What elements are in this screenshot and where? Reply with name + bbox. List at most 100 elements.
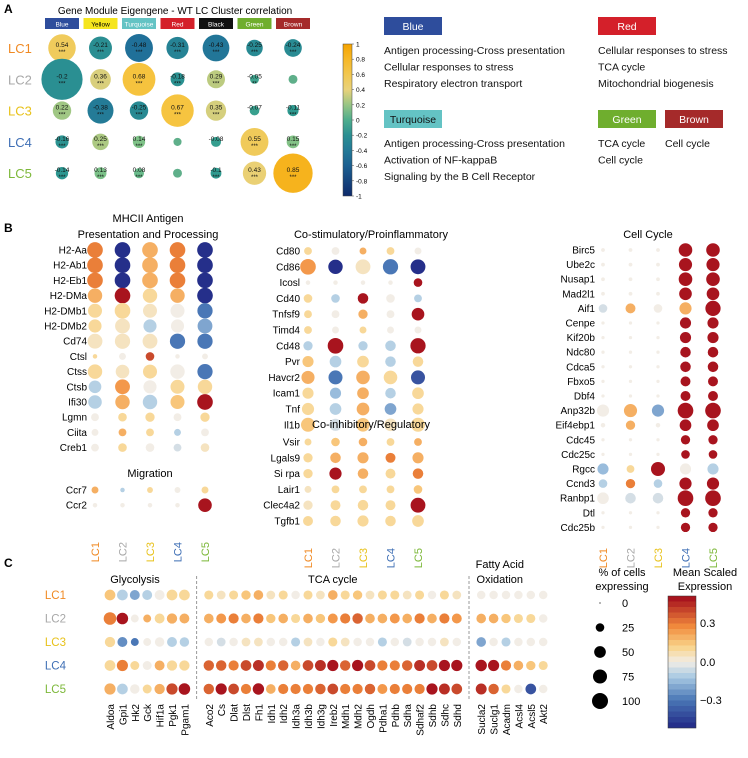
cellcycle-dot bbox=[628, 511, 633, 515]
gene-label: Tnfsf9 bbox=[272, 310, 300, 321]
cellcycle-dot bbox=[653, 304, 663, 313]
costim-dot bbox=[356, 402, 370, 416]
metab-dot bbox=[278, 637, 288, 647]
significance-stars: *** bbox=[251, 144, 259, 150]
gene-label: Pvr bbox=[285, 357, 301, 368]
metab-dot bbox=[303, 637, 313, 647]
correlation-value: 0.25 bbox=[94, 136, 107, 143]
cellcycle-dot bbox=[601, 291, 605, 296]
coinhib-dot bbox=[330, 515, 341, 527]
pathway-header-green bbox=[598, 110, 656, 128]
gene-label: Eif4ebp1 bbox=[556, 421, 596, 432]
metab-dot bbox=[426, 660, 438, 671]
metab-dot bbox=[514, 590, 523, 600]
mhcii-dot bbox=[87, 288, 103, 303]
metab-dot bbox=[229, 637, 238, 647]
migration-dot bbox=[201, 486, 209, 494]
metab-dot bbox=[253, 613, 264, 624]
mhcii-dot bbox=[170, 394, 185, 410]
coinhib-dot bbox=[357, 452, 369, 464]
significance-stars: *** bbox=[58, 113, 66, 119]
metab-dot bbox=[538, 614, 548, 623]
cellcycle-dot bbox=[601, 452, 605, 457]
correlation-colorbar bbox=[342, 43, 353, 197]
row-label-lc4: LC4 bbox=[8, 135, 32, 150]
costim-dot bbox=[356, 370, 370, 385]
metab-dot bbox=[254, 637, 263, 647]
mhcii-dot bbox=[115, 379, 130, 395]
metab-dot bbox=[427, 590, 437, 600]
gene-label: Ctss bbox=[67, 367, 87, 378]
pathway-header-blue bbox=[384, 17, 442, 35]
correlation-circle bbox=[41, 58, 83, 100]
cellcycle-dot bbox=[628, 525, 633, 530]
cellcycle-dot bbox=[628, 262, 633, 267]
size-legend-dot bbox=[599, 602, 601, 604]
migration-dot bbox=[91, 486, 99, 494]
colorbar-tick-label: -1 bbox=[356, 194, 362, 201]
metab-dot bbox=[179, 637, 190, 647]
cellcycle-dot bbox=[707, 419, 719, 432]
metab-dot bbox=[377, 637, 387, 647]
costim-dot bbox=[385, 356, 396, 367]
metab-dot bbox=[303, 613, 313, 624]
mhcii-dot bbox=[87, 272, 103, 289]
mhcii-dot bbox=[170, 379, 185, 394]
metab-gene-label: Fh1 bbox=[254, 704, 265, 722]
metab-dot bbox=[389, 613, 400, 624]
cellcycle-dot bbox=[656, 379, 660, 384]
color-legend-title-2: Expression bbox=[678, 581, 732, 593]
metab-dot bbox=[476, 590, 486, 600]
metab-dot bbox=[117, 637, 128, 647]
expr-colorbar-segment bbox=[668, 700, 696, 707]
mhcii-dot bbox=[145, 412, 155, 422]
cellcycle-dot bbox=[656, 248, 660, 252]
metab-dot bbox=[116, 612, 129, 625]
mhcii-dot bbox=[142, 257, 158, 274]
metab-dot bbox=[402, 683, 413, 695]
migration-dot bbox=[198, 498, 212, 512]
mhcii-dot bbox=[146, 428, 154, 437]
cellcycle-dot bbox=[707, 332, 719, 344]
mhcii-dot bbox=[142, 303, 158, 318]
correlation-circle bbox=[166, 36, 189, 60]
metab-dot bbox=[290, 683, 301, 695]
gene-label: Cd74 bbox=[63, 337, 87, 348]
correlation-circle bbox=[90, 68, 111, 90]
metab-dot bbox=[427, 637, 437, 647]
mhcii-dot bbox=[169, 333, 186, 349]
costim-dot bbox=[331, 310, 340, 319]
metab-dot bbox=[475, 659, 487, 672]
mhcii-dot bbox=[118, 412, 127, 422]
expr-colorbar-segment bbox=[668, 684, 696, 690]
cellcycle-dot bbox=[628, 394, 633, 398]
module-header-red bbox=[160, 18, 195, 29]
gene-label: Rgcc bbox=[572, 465, 595, 476]
metab-dot bbox=[241, 613, 251, 624]
correlation-value: 0.14 bbox=[133, 136, 146, 143]
costim-dot bbox=[327, 337, 344, 354]
metab-dot bbox=[142, 661, 152, 670]
gene-label: H2-Aa bbox=[59, 246, 88, 257]
costim-dot bbox=[357, 355, 369, 368]
cellcycle-dot bbox=[680, 508, 691, 518]
gene-label: Creb1 bbox=[60, 443, 88, 454]
gene-label: Cd86 bbox=[276, 262, 300, 273]
metab-dot bbox=[104, 683, 116, 695]
expr-colorbar-segment bbox=[668, 656, 696, 663]
metab-dot bbox=[178, 683, 191, 695]
size-legend-label: 75 bbox=[622, 672, 634, 684]
metab-dot bbox=[501, 613, 511, 624]
pathway-item: Antigen processing-Cross presentation bbox=[384, 138, 565, 150]
expr-colorbar-segment bbox=[668, 596, 696, 602]
cellcycle-dot bbox=[656, 350, 660, 354]
size-legend-dot bbox=[595, 623, 605, 632]
metab-dot bbox=[451, 659, 463, 672]
costim-dot bbox=[414, 326, 422, 334]
metab-gene-label: Gpi1 bbox=[118, 704, 129, 726]
expr-colorbar-segment bbox=[668, 695, 696, 701]
significance-stars: *** bbox=[97, 175, 105, 181]
metab-dot bbox=[215, 683, 227, 695]
significance-stars: *** bbox=[251, 50, 259, 56]
metab-dot bbox=[451, 683, 463, 695]
